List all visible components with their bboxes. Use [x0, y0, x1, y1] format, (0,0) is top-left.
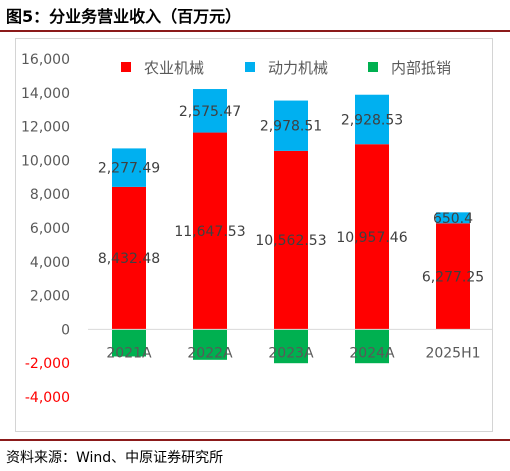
figure-title: 图5：分业务营业收入（百万元）	[6, 7, 242, 26]
legend-swatch-1	[245, 62, 255, 72]
legend-label-1: 动力机械	[268, 59, 328, 77]
x-tick-label: 2025H1	[425, 345, 480, 361]
data-label: 2,277.49	[98, 161, 160, 177]
bar-2022A-series-0	[193, 132, 227, 330]
x-tick-label: 2021A	[106, 345, 152, 361]
y-tick-label: 4,000	[30, 255, 70, 271]
x-tick-label: 2024A	[349, 345, 395, 361]
data-label: 2,928.53	[341, 112, 403, 128]
source-rule	[0, 439, 510, 441]
y-tick-label: 14,000	[21, 86, 70, 102]
x-tick-label: 2022A	[187, 345, 233, 361]
bar-2022A-series-1	[193, 89, 227, 133]
y-tick-label: 12,000	[21, 120, 70, 136]
title-rule	[0, 30, 510, 32]
bar-2025H1-series-0	[436, 223, 470, 330]
data-label: 8,432.48	[98, 251, 160, 267]
source-note: 资料来源：Wind、中原证券研究所	[6, 450, 224, 466]
bar-2021A-series-2	[112, 329, 146, 357]
y-tick-label: 2,000	[30, 289, 70, 305]
data-label: 10,957.46	[336, 230, 407, 246]
y-tick-label: -2,000	[25, 356, 70, 372]
bar-2024A-series-2	[355, 329, 389, 364]
y-tick-label: 0	[61, 322, 70, 338]
legend-label-0: 农业机械	[144, 59, 204, 77]
data-label: 6,277.25	[422, 269, 484, 285]
bar-2024A-series-0	[355, 144, 389, 330]
y-tick-label: -4,000	[25, 390, 70, 406]
bar-2021A-series-1	[112, 148, 146, 187]
legend-label-2: 内部抵销	[391, 59, 451, 77]
data-label: 10,562.53	[255, 233, 326, 249]
revenue-chart: 16,000 14,000 12,000 10,000 8,000 6,000 4,000 2…	[21, 52, 492, 406]
y-tick-label: 10,000	[21, 153, 70, 169]
bar-2023A-series-1	[274, 100, 308, 151]
y-tick-label: 8,000	[30, 187, 70, 203]
legend-swatch-2	[368, 62, 378, 72]
data-label: 2,978.51	[260, 119, 322, 135]
bar-2022A-series-2	[193, 329, 227, 360]
y-tick-label: 6,000	[30, 221, 70, 237]
plot-frame	[15, 38, 493, 432]
bar-2024A-series-1	[355, 94, 389, 145]
bar-2023A-series-0	[274, 150, 308, 330]
bar-2025H1-series-1	[436, 212, 470, 224]
bar-2021A-series-0	[112, 186, 146, 330]
data-label: 11,647.53	[174, 224, 245, 240]
bar-2023A-series-2	[274, 329, 308, 364]
data-label: 650.4	[433, 211, 473, 227]
y-tick-label: 16,000	[21, 52, 70, 68]
legend-swatch-0	[121, 62, 131, 72]
data-label: 2,575.47	[179, 104, 241, 120]
x-tick-label: 2023A	[268, 345, 314, 361]
